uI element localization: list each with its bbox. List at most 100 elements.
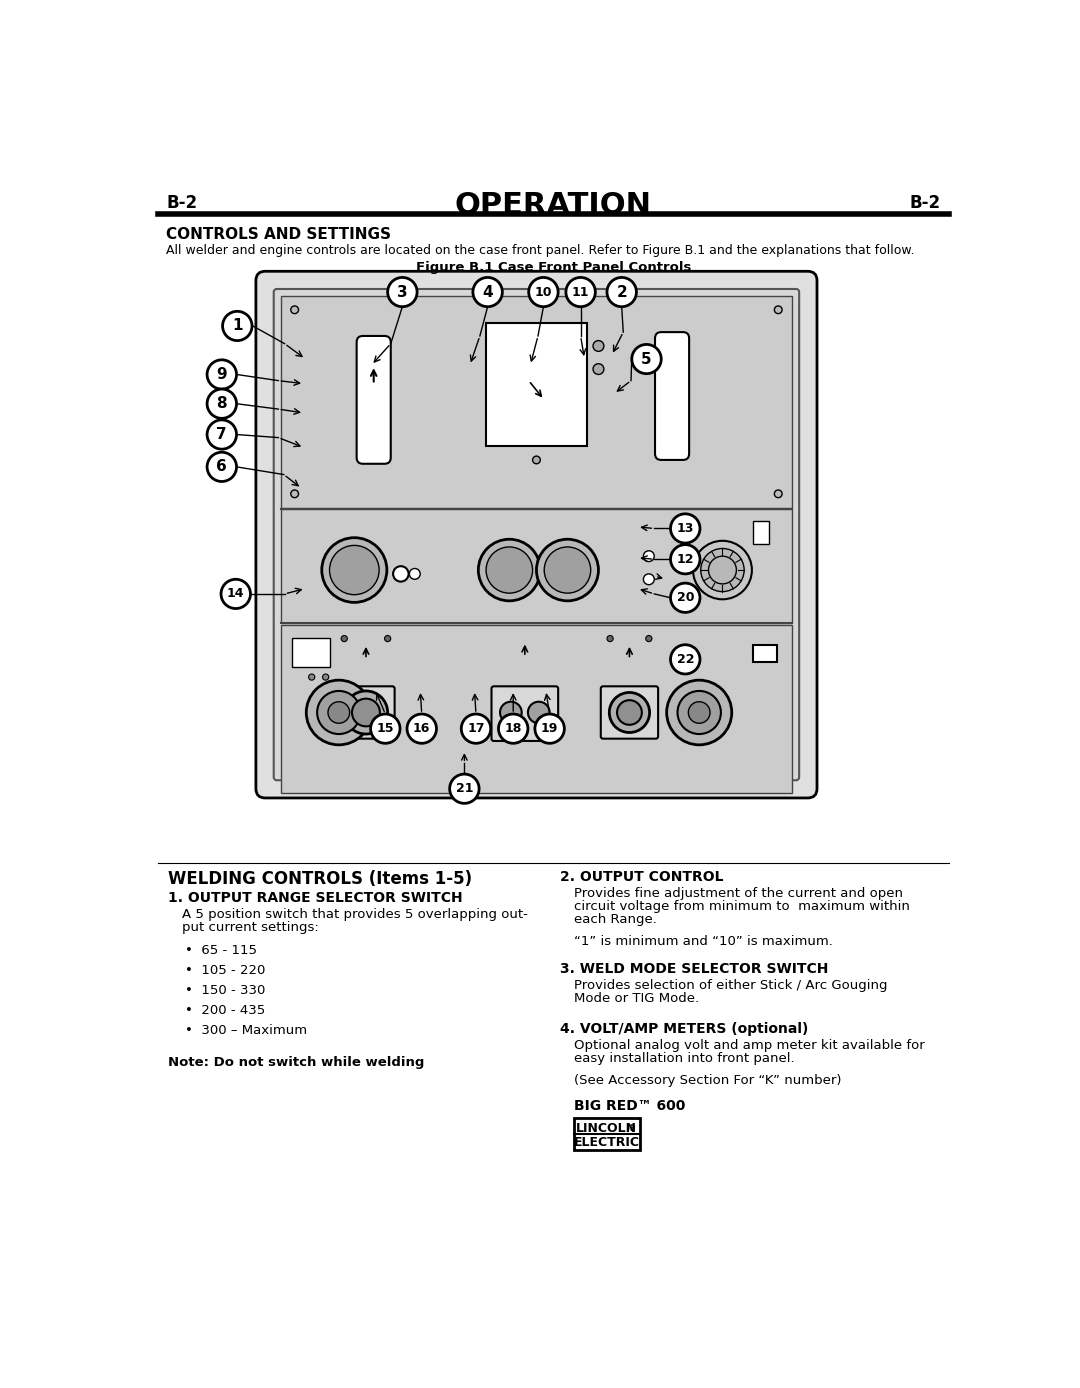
Circle shape [499,713,528,744]
Text: 18: 18 [504,722,522,736]
Text: 14: 14 [227,587,244,601]
Circle shape [593,364,604,375]
Text: 21: 21 [456,783,473,795]
Circle shape [207,421,237,450]
Circle shape [322,537,387,602]
Text: “1” is minimum and “10” is maximum.: “1” is minimum and “10” is maximum. [573,936,833,948]
Text: 3: 3 [397,285,407,300]
Circle shape [644,551,654,562]
Circle shape [384,636,391,641]
Text: Note: Do not switch while welding: Note: Do not switch while welding [167,1056,424,1069]
Circle shape [609,693,649,733]
Circle shape [677,691,721,734]
FancyBboxPatch shape [256,271,816,798]
Circle shape [535,713,565,744]
Circle shape [537,540,598,601]
Circle shape [666,680,732,745]
Circle shape [593,340,604,351]
Bar [486,323,586,446]
Circle shape [207,359,237,389]
FancyBboxPatch shape [600,686,658,738]
Text: ELECTRIC: ELECTRIC [573,1135,639,1149]
Text: •  150 - 330: • 150 - 330 [185,984,265,998]
FancyBboxPatch shape [337,686,394,738]
Text: circuit voltage from minimum to  maximum within: circuit voltage from minimum to maximum … [573,899,909,912]
Text: B-2: B-2 [166,193,198,211]
Circle shape [393,566,408,582]
Circle shape [207,389,237,418]
Circle shape [309,675,314,680]
Circle shape [407,713,436,744]
Circle shape [323,675,328,680]
Text: 20: 20 [676,591,694,604]
Circle shape [688,702,710,723]
Bar [754,645,777,662]
Circle shape [607,278,636,307]
Circle shape [409,569,420,579]
Circle shape [291,305,298,314]
Circle shape [566,278,595,307]
Text: •  105 - 220: • 105 - 220 [185,965,265,977]
FancyBboxPatch shape [356,336,391,464]
Text: 9: 9 [216,366,227,382]
Circle shape [473,278,502,307]
Circle shape [478,540,540,601]
Text: each Range.: each Range. [573,913,657,926]
Circle shape [617,700,642,725]
Circle shape [528,702,550,723]
Circle shape [774,305,782,314]
Text: 12: 12 [676,552,694,566]
Bar [281,509,793,623]
FancyBboxPatch shape [656,332,689,459]
Text: B-2: B-2 [909,193,941,211]
Circle shape [632,344,661,373]
Text: 2: 2 [617,285,627,300]
Text: 8: 8 [216,396,227,411]
Text: 16: 16 [413,722,431,736]
Circle shape [207,452,237,482]
Text: 13: 13 [676,522,694,534]
Bar [573,1117,639,1149]
Circle shape [221,579,251,608]
Circle shape [693,541,752,600]
Circle shape [328,702,350,723]
Text: A 5 position switch that provides 5 overlapping out-: A 5 position switch that provides 5 over… [181,908,527,922]
Text: Optional analog volt and amp meter kit available for: Optional analog volt and amp meter kit a… [573,1040,924,1052]
Text: All welder and engine controls are located on the case front panel. Refer to Fig: All welder and engine controls are locat… [166,243,915,257]
Circle shape [291,490,298,498]
Circle shape [329,545,379,594]
Text: 19: 19 [541,722,558,736]
FancyBboxPatch shape [273,289,799,780]
Circle shape [529,278,558,307]
Circle shape [461,713,490,744]
Circle shape [341,636,348,641]
Circle shape [671,583,700,612]
Text: Provides selection of either Stick / Arc Gouging: Provides selection of either Stick / Arc… [573,979,887,992]
Text: put current settings:: put current settings: [181,922,319,934]
Bar [281,625,793,793]
Circle shape [307,680,372,745]
Text: 4. VOLT/AMP METERS (optional): 4. VOLT/AMP METERS (optional) [559,1022,808,1035]
Text: 1: 1 [232,318,243,333]
Circle shape [222,311,252,340]
Circle shape [774,490,782,498]
Circle shape [352,698,380,726]
Circle shape [708,557,737,584]
Text: Mode or TIG Mode.: Mode or TIG Mode. [573,992,699,1005]
Circle shape [644,573,654,584]
Text: 4: 4 [483,285,492,300]
Text: 11: 11 [572,286,590,298]
Text: Figure B.1 Case Front Panel Controls: Figure B.1 Case Front Panel Controls [416,261,691,273]
Text: easy installation into front panel.: easy installation into front panel. [573,1052,794,1065]
Circle shape [607,636,613,641]
Circle shape [671,645,700,675]
Bar [281,296,793,508]
Text: 1. OUTPUT RANGE SELECTOR SWITCH: 1. OUTPUT RANGE SELECTOR SWITCH [167,891,462,905]
Circle shape [500,702,522,723]
Circle shape [671,544,700,573]
Bar [293,638,329,668]
Text: 3. WELD MODE SELECTOR SWITCH: 3. WELD MODE SELECTOR SWITCH [559,962,828,976]
Circle shape [544,547,591,593]
Text: ®: ® [629,1124,636,1133]
Circle shape [701,548,744,591]
